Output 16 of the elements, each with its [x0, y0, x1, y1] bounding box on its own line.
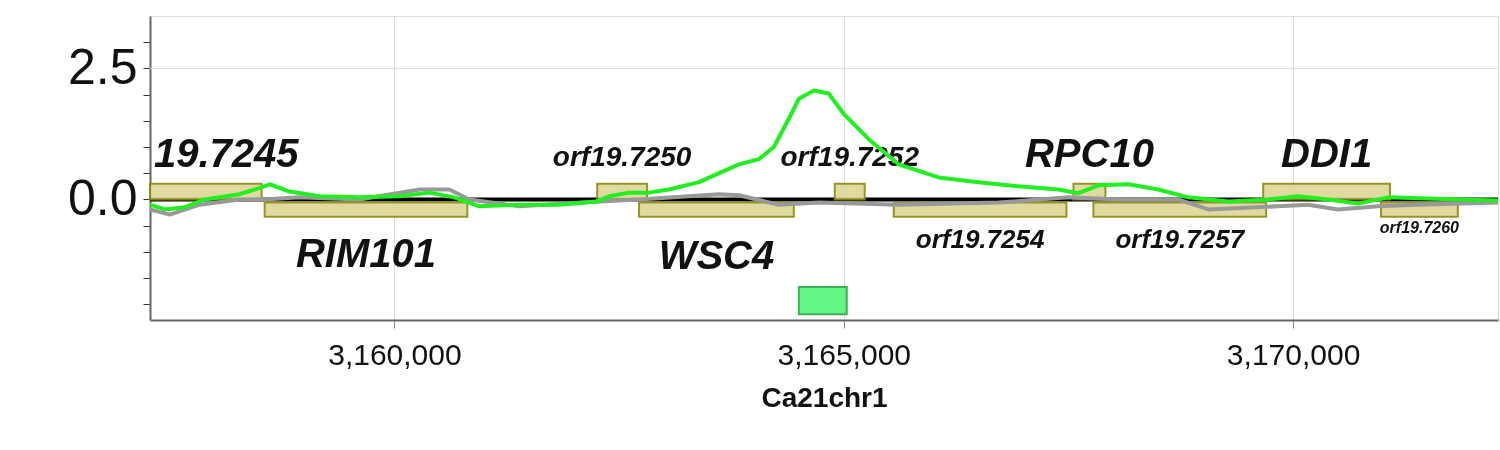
band-label: orf19.7260	[1379, 219, 1460, 236]
x-axis-title: Ca21chr1	[761, 381, 888, 413]
band-label: RIM101	[295, 231, 437, 275]
x-tick-label: 3,160,000	[328, 337, 462, 371]
band-label: orf19.7254	[915, 224, 1045, 254]
line-series	[150, 88, 1498, 212]
band-label: WSC4	[658, 233, 775, 277]
band-label: orf19.7257	[1115, 224, 1246, 254]
x-tick-label: 3,170,000	[1226, 337, 1361, 371]
band-label: DDI1	[1281, 131, 1373, 175]
y-tick-label: 2.5	[67, 38, 138, 95]
band-label: RPC10	[1024, 131, 1154, 175]
y-tick-label: 0.0	[67, 169, 138, 226]
band-label: orf19.7250	[552, 141, 692, 172]
x-tick-label: 3,165,000	[777, 337, 912, 371]
band-label: 19.7245	[154, 131, 300, 175]
